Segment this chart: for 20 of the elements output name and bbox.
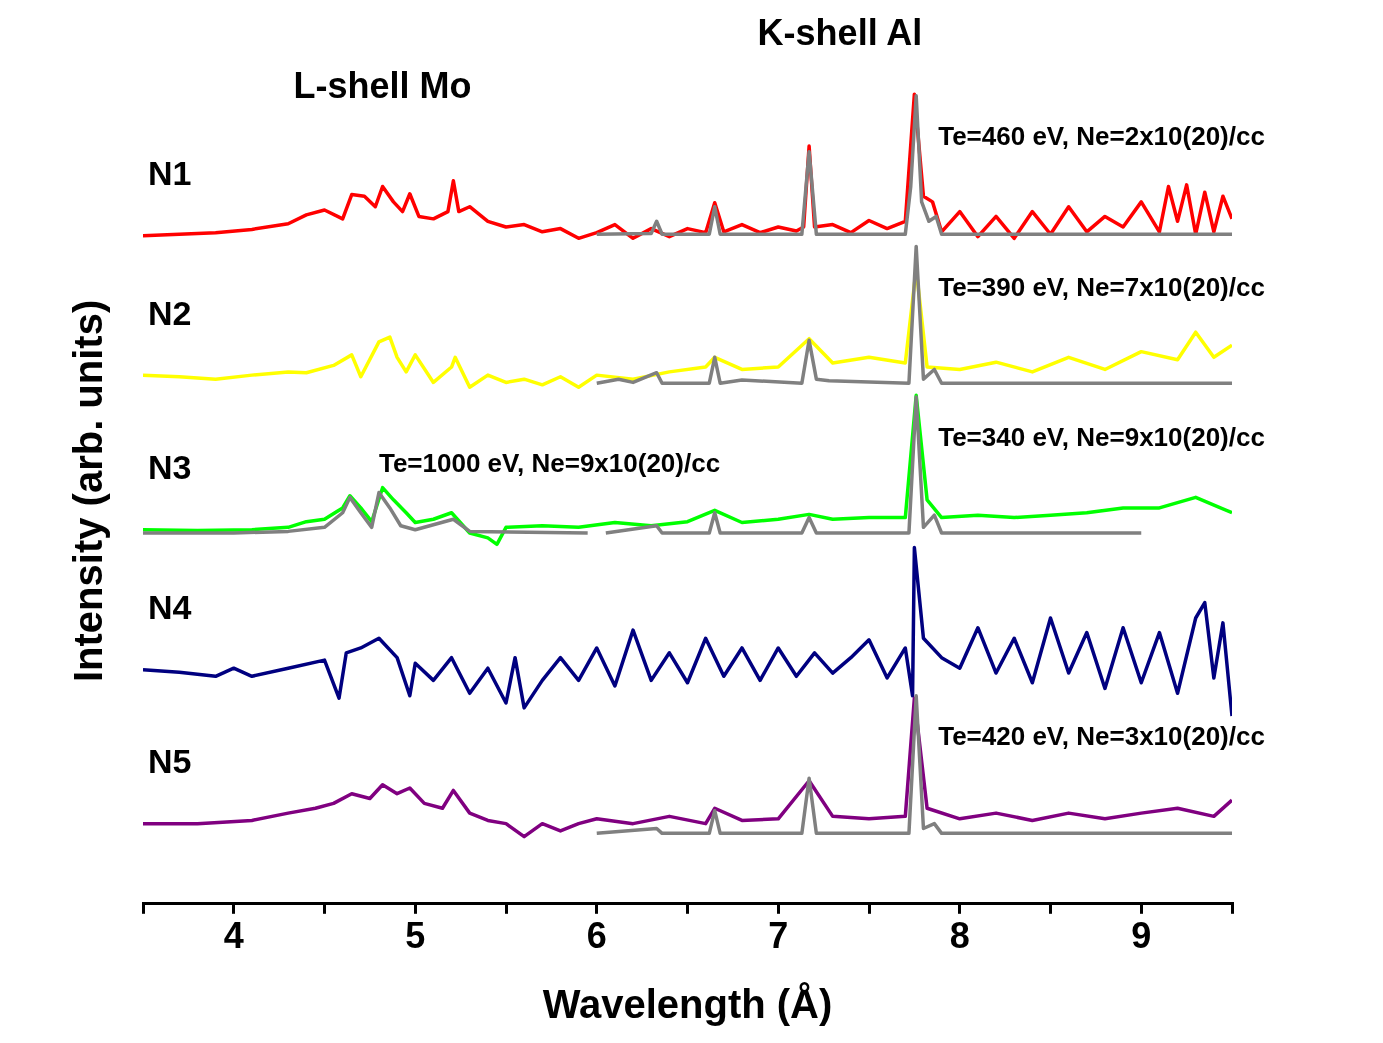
series-label: N3	[148, 448, 192, 487]
x-tick-label: 7	[768, 915, 789, 957]
annotation: L-shell Mo	[293, 64, 472, 106]
series-label: Te=340 eV, Ne=9x10(20)/cc	[938, 422, 1265, 453]
series-label: N1	[148, 154, 192, 193]
series-label: N2	[148, 293, 192, 332]
series-label: Te=420 eV, Ne=3x10(20)/cc	[938, 720, 1265, 751]
x-tick-label: 9	[1131, 915, 1152, 957]
series-label: N4	[148, 588, 192, 627]
series-label: Te=1000 eV, Ne=9x10(20)/cc	[378, 447, 721, 478]
series-label: N5	[148, 742, 192, 781]
x-tick-label: 8	[949, 915, 970, 957]
series-label: Te=390 eV, Ne=7x10(20)/cc	[938, 271, 1265, 302]
x-tick-label: 4	[223, 915, 244, 957]
text: K-shell Al	[757, 11, 923, 53]
x-axis-title: Wavelength (Å)	[542, 982, 833, 1027]
y-axis-title: Intensity (arb. units)	[66, 299, 111, 683]
x-tick-label: 6	[586, 915, 607, 957]
x-tick-label: 5	[405, 915, 426, 957]
series-label: Te=460 eV, Ne=2x10(20)/cc	[938, 120, 1265, 151]
